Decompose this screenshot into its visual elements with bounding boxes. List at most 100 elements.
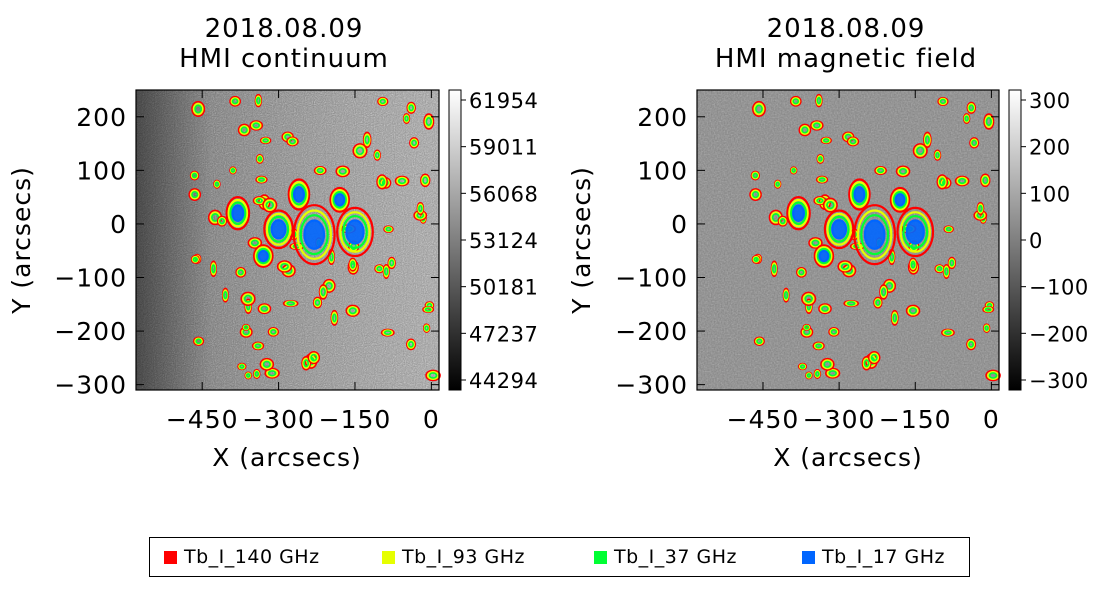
contour-mark [312, 296, 323, 309]
panel1-image [136, 90, 441, 390]
contour-mark [231, 204, 245, 223]
panel2-date: 2018.08.09 [767, 14, 926, 44]
contour-mark [937, 175, 947, 188]
contour-mark [813, 342, 824, 350]
contour-mark [848, 137, 858, 146]
panel2-ylabel: Y (arcsecs) [567, 166, 596, 315]
contour-mark [958, 177, 967, 185]
contour-mark [751, 171, 760, 180]
contour-mark [404, 115, 409, 122]
contour-mark [823, 209, 855, 250]
contour-mark [830, 329, 838, 335]
contour-mark [821, 359, 834, 370]
contour-mark [268, 215, 290, 243]
contour-mark [985, 369, 1001, 382]
colorbar-tick-label: −300 [1029, 369, 1089, 393]
contour-mark [239, 326, 253, 338]
panel-magnetic: 2018.08.09 HMI magnetic field −450 −300 −1… [567, 14, 1089, 472]
contour-mark [250, 239, 259, 247]
contour-mark [829, 327, 839, 336]
y-tick-label: −100 [615, 264, 688, 293]
contour-mark [956, 176, 968, 186]
contour-mark [195, 338, 202, 344]
contour-mark [840, 262, 850, 270]
contour-mark [332, 190, 347, 209]
contour-mark [786, 196, 811, 231]
contour-mark [259, 304, 270, 314]
contour-mark [189, 170, 200, 181]
contour-mark [379, 98, 386, 105]
contour-mark [905, 304, 921, 317]
contour-mark [387, 256, 396, 270]
contour-mark [968, 341, 975, 348]
contour-mark [420, 173, 431, 188]
colorbar-tick-label: 53124 [469, 229, 538, 253]
contour-mark [364, 135, 370, 145]
contour-mark [397, 177, 407, 185]
contour-mark [350, 260, 356, 269]
contour-mark [895, 165, 911, 178]
contour-mark [818, 156, 823, 162]
y-tick-label: −200 [615, 317, 688, 346]
contour-mark [296, 209, 333, 260]
contour-mark [334, 193, 346, 207]
contour-mark [263, 199, 276, 211]
contour-mark [374, 151, 380, 159]
contour-mark [331, 189, 349, 211]
contour-mark [771, 264, 777, 274]
contour-mark [813, 122, 821, 129]
contour-mark [909, 307, 918, 315]
contour-mark [308, 352, 319, 363]
x-tick-label: 0 [423, 405, 440, 434]
contour-mark [362, 131, 372, 149]
contour-mark [839, 261, 852, 272]
contour-mark [388, 258, 396, 268]
contour-mark [354, 144, 366, 157]
contour-mark [287, 178, 311, 211]
contour-mark [896, 206, 935, 258]
contour-mark [749, 188, 762, 201]
contour-mark [752, 255, 760, 263]
contour-mark [288, 138, 296, 145]
contour-mark [985, 117, 992, 127]
contour-mark [826, 212, 852, 246]
contour-mark [292, 204, 336, 266]
contour-mark [254, 343, 262, 349]
contour-mark [905, 219, 925, 245]
contour-mark [819, 304, 831, 314]
contour-mark [265, 201, 274, 210]
contour-mark [941, 328, 955, 337]
contour-mark [828, 326, 840, 337]
contour-mark [254, 197, 265, 205]
contour-mark [846, 301, 856, 306]
contour-mark [792, 98, 800, 105]
y-tick-label: 0 [671, 210, 688, 239]
legend-label-93ghz: Tb_I_93 GHz [402, 546, 525, 568]
y-tick-label: 200 [637, 103, 688, 132]
contour-mark [982, 176, 989, 185]
contour-mark [880, 287, 887, 297]
legend-label-140ghz: Tb_I_140 GHz [184, 546, 320, 568]
contour-mark [894, 193, 906, 207]
colorbar-tick-label: 56068 [469, 182, 538, 206]
contour-mark [267, 326, 279, 337]
contour-mark [966, 338, 977, 351]
contour-mark [253, 342, 263, 350]
contour-mark [313, 297, 322, 308]
contour-mark [278, 261, 291, 272]
contour-mark [339, 211, 371, 253]
contour-mark [268, 327, 278, 336]
contour-mark [230, 167, 236, 173]
contour-mark [265, 212, 292, 246]
contour-mark [831, 219, 848, 240]
contour-mark [752, 100, 766, 117]
colorbar-tick-label: 61954 [469, 89, 538, 113]
contour-mark [254, 370, 260, 377]
contour-mark [270, 219, 287, 240]
legend-swatch-17ghz [802, 550, 815, 564]
contour-mark [320, 287, 326, 297]
contour-mark [236, 268, 246, 277]
contour-mark [851, 183, 868, 206]
contour-mark [879, 284, 889, 300]
